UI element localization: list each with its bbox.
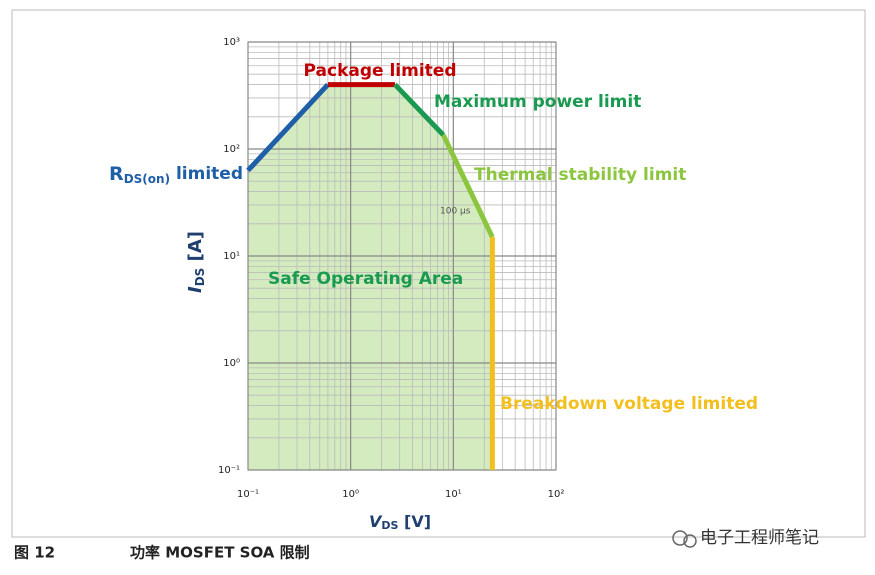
y-axis-label: IDS [A] xyxy=(185,231,207,293)
x-axis-label-sub: DS xyxy=(381,519,398,532)
y-tick-label: 10¹ xyxy=(223,251,240,262)
caption: 功率 MOSFET SOA 限制 xyxy=(130,544,310,562)
rds-main: R xyxy=(109,163,124,185)
segment-label: Maximum power limit xyxy=(434,92,641,112)
x-tick-label: 10¹ xyxy=(445,489,462,500)
y-axis-label-unit: [A] xyxy=(185,231,206,268)
x-axis-label: VDS [V] xyxy=(369,512,431,533)
rds-sub: DS(on) xyxy=(124,172,170,186)
y-tick-label: 10⁰ xyxy=(223,358,240,369)
segment-label: Breakdown voltage limited xyxy=(500,394,758,414)
segment-label: Thermal stability limit xyxy=(474,165,686,185)
x-tick-label: 10² xyxy=(548,489,565,500)
watermark: 电子工程师笔记 xyxy=(700,528,819,548)
y-tick-label: 10² xyxy=(223,144,240,155)
x-axis-label-main: V xyxy=(369,512,383,531)
soa-label: Safe Operating Area xyxy=(268,269,463,289)
figure-number: 图 12 xyxy=(14,544,55,562)
y-axis-label-main: I xyxy=(185,286,206,293)
segment-label: Package limited xyxy=(304,61,457,81)
boundary-line xyxy=(393,82,446,137)
x-tick-label: 10⁻¹ xyxy=(237,489,259,500)
x-tick-label: 10⁰ xyxy=(342,489,359,500)
y-tick-label: 10³ xyxy=(223,37,240,48)
y-tick-label: 10⁻¹ xyxy=(218,465,240,476)
rds-rest: limited xyxy=(170,164,243,184)
rds-label: RDS(on) limited xyxy=(109,163,243,186)
boundary-line xyxy=(246,82,330,173)
pulse-label: 100 µs xyxy=(440,207,471,217)
x-axis-label-unit: [V] xyxy=(398,512,431,531)
y-axis-label-sub: DS xyxy=(193,268,207,287)
watermark-icon xyxy=(672,530,697,548)
boundary-line xyxy=(441,133,495,239)
